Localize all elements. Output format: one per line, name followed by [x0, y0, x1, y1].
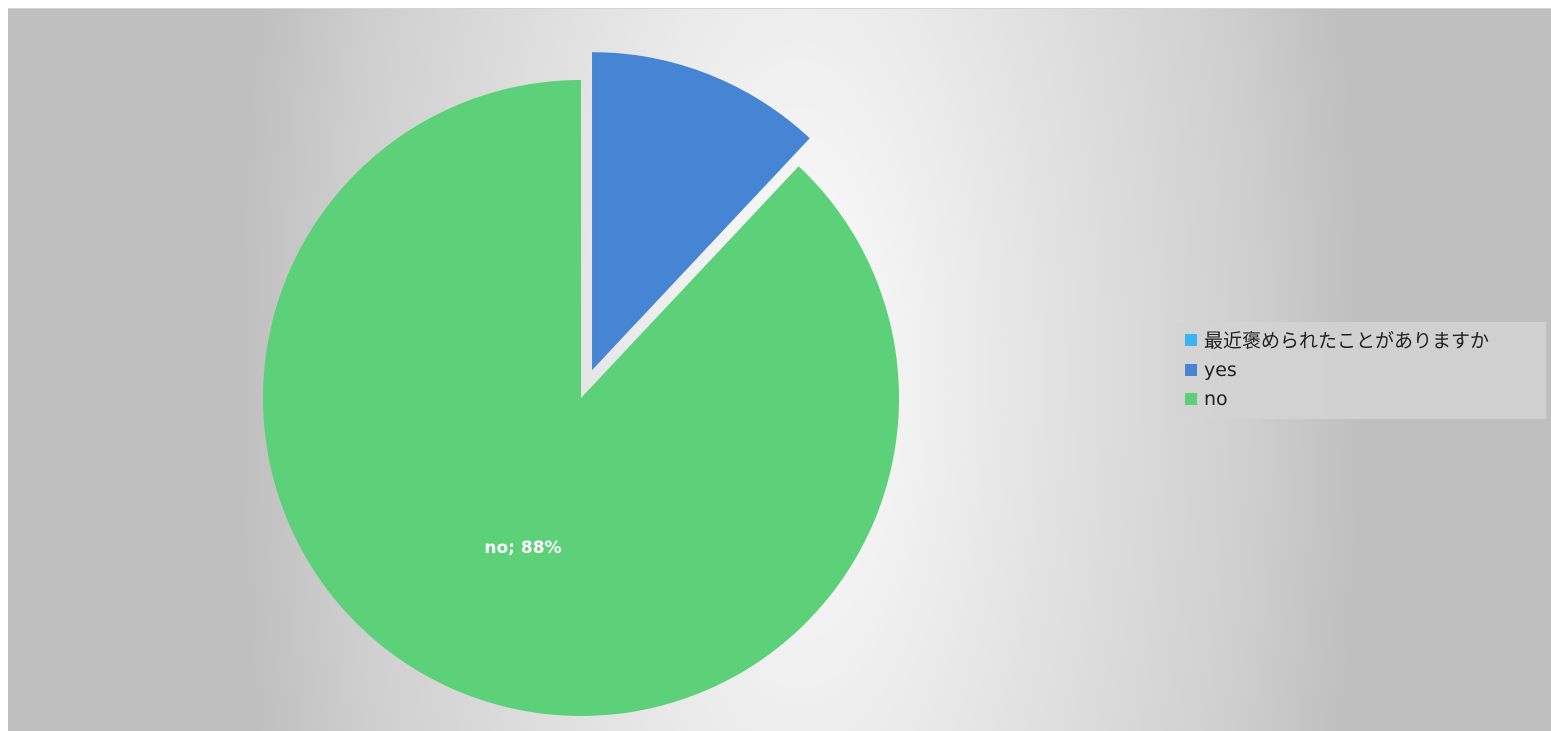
- legend-label-no: no: [1204, 388, 1228, 410]
- pie-data-labels: no; 88%: [484, 538, 561, 558]
- legend: 最近褒められたことがありますか yes no: [1176, 322, 1546, 419]
- legend-label-yes: yes: [1204, 359, 1237, 381]
- legend-swatch-no: [1185, 393, 1197, 405]
- legend-label-series: 最近褒められたことがありますか: [1204, 330, 1489, 352]
- data-label-no: no; 88%: [484, 538, 561, 558]
- pie-slice-no: [262, 80, 900, 716]
- pie-slice-yes: [592, 52, 810, 371]
- pie-slices: [262, 52, 900, 716]
- legend-swatch-series: [1185, 334, 1197, 346]
- legend-background: [1176, 322, 1546, 419]
- legend-swatch-yes: [1185, 364, 1197, 376]
